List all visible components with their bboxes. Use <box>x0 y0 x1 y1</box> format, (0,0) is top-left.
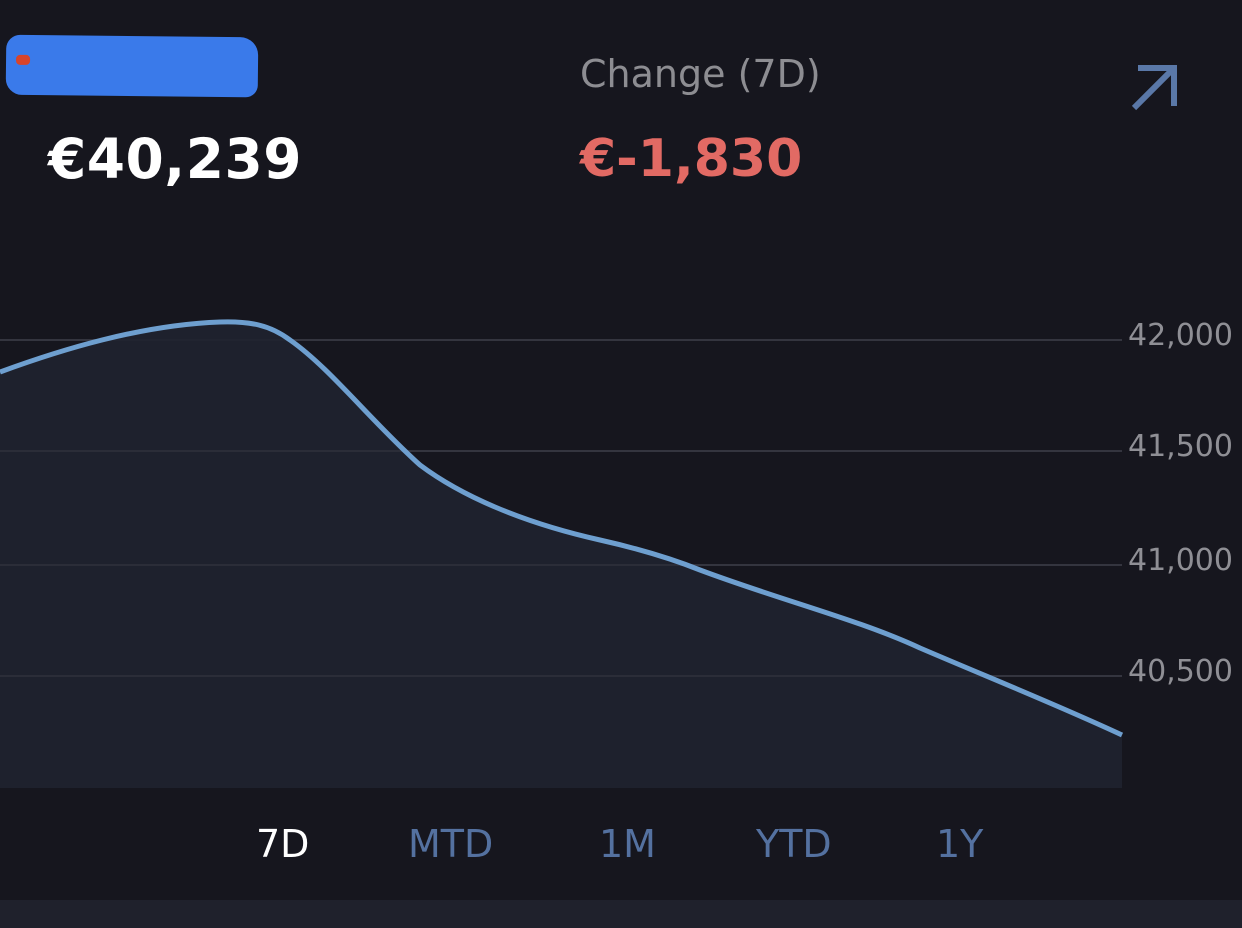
tab-mtd[interactable]: MTD <box>408 822 494 866</box>
change-label: Change (7D) <box>580 52 821 96</box>
chart-area-fill <box>0 321 1122 788</box>
chart-line <box>0 319 1124 738</box>
gridlines-overlay <box>0 450 1122 677</box>
tab-1y[interactable]: 1Y <box>936 822 984 866</box>
y-axis-tick: 40,500 <box>1128 654 1233 689</box>
y-axis-tick: 42,000 <box>1128 318 1233 353</box>
bottom-panel-edge <box>0 900 1242 928</box>
tab-7d[interactable]: 7D <box>256 822 310 866</box>
time-range-selector: 7D MTD 1M YTD 1Y <box>0 812 1242 876</box>
change-value: €-1,830 <box>580 129 803 189</box>
tab-ytd[interactable]: YTD <box>756 822 832 866</box>
portfolio-value-chart[interactable] <box>0 0 1242 800</box>
y-axis-tick: 41,500 <box>1128 429 1233 464</box>
y-axis-tick: 41,000 <box>1128 543 1233 578</box>
arrow-up-right-icon <box>1131 65 1177 111</box>
expand-chart-button[interactable] <box>1122 56 1188 118</box>
tab-1m[interactable]: 1M <box>599 822 656 866</box>
portfolio-balance: €40,239 <box>48 127 303 191</box>
